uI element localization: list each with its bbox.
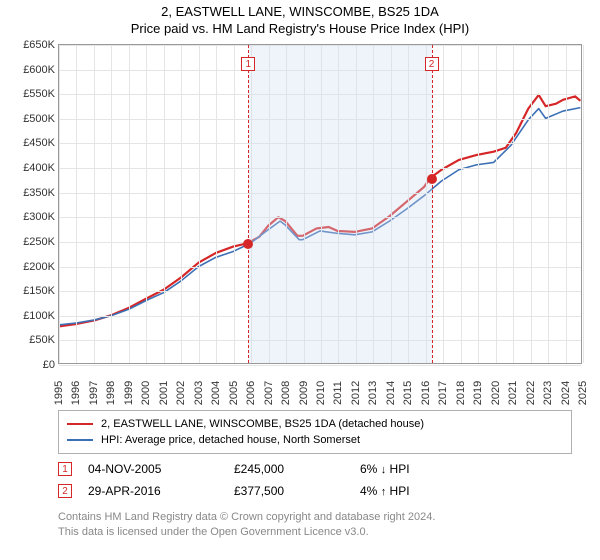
y-axis-label: £250K	[23, 236, 55, 248]
x-axis-label: 2001	[158, 381, 170, 405]
y-axis-label: £0	[43, 359, 55, 371]
legend-swatch	[67, 423, 93, 425]
x-axis-label: 2013	[367, 381, 379, 405]
y-axis-label: £600K	[23, 64, 55, 76]
sale-date: 04-NOV-2005	[88, 462, 218, 476]
x-axis-label: 2023	[542, 381, 554, 405]
sale-delta: 6% ↓ HPI	[360, 462, 470, 476]
legend-item-price-paid: 2, EASTWELL LANE, WINSCOMBE, BS25 1DA (d…	[67, 416, 563, 432]
x-axis-label: 2007	[263, 381, 275, 405]
x-axis-label: 2020	[490, 381, 502, 405]
x-axis-label: 2019	[472, 381, 484, 405]
x-axis-label: 1995	[53, 381, 65, 405]
x-axis-label: 2017	[437, 381, 449, 405]
y-axis-label: £50K	[29, 334, 55, 346]
chart: £0 £50K £100K £150K £200K £250K £300K £350K £400…	[8, 44, 592, 400]
arrow-down-icon: ↓	[381, 464, 387, 476]
x-axis-label: 1996	[70, 381, 82, 405]
y-axis-label: £450K	[23, 137, 55, 149]
sale-date: 29-APR-2016	[88, 484, 218, 498]
sales-table: 1 04-NOV-2005 £245,000 6% ↓ HPI 2 29-APR…	[58, 458, 572, 502]
legend: 2, EASTWELL LANE, WINSCOMBE, BS25 1DA (d…	[58, 410, 572, 454]
x-axis-label: 2022	[525, 381, 537, 405]
x-axis-label: 2004	[210, 381, 222, 405]
arrow-up-icon: ↑	[381, 486, 387, 498]
y-axis-label: £650K	[23, 39, 55, 51]
sale-event-line	[432, 45, 433, 363]
x-axis-label: 2003	[193, 381, 205, 405]
x-axis-label: 1997	[88, 381, 100, 405]
x-axis-label: 1998	[105, 381, 117, 405]
y-axis-label: £150K	[23, 285, 55, 297]
sale-price: £377,500	[234, 484, 344, 498]
legend-swatch	[67, 439, 93, 441]
sale-marker-box: 1	[241, 57, 255, 71]
x-axis-label: 2005	[228, 381, 240, 405]
subtitle: Price paid vs. HM Land Registry's House …	[0, 21, 600, 36]
sale-marker-icon: 1	[58, 462, 72, 476]
y-axis-label: £100K	[23, 310, 55, 322]
x-axis-label: 2021	[507, 381, 519, 405]
x-axis-label: 2016	[420, 381, 432, 405]
x-axis-label: 2024	[560, 381, 572, 405]
x-axis-label: 2011	[332, 381, 344, 405]
sale-point-icon	[427, 174, 437, 184]
x-axis-label: 2014	[385, 381, 397, 405]
x-axis-label: 2002	[175, 381, 187, 405]
table-row: 1 04-NOV-2005 £245,000 6% ↓ HPI	[58, 458, 572, 480]
legend-label: HPI: Average price, detached house, Nort…	[101, 434, 360, 446]
legend-label: 2, EASTWELL LANE, WINSCOMBE, BS25 1DA (d…	[101, 418, 424, 430]
title-block: 2, EASTWELL LANE, WINSCOMBE, BS25 1DA Pr…	[0, 0, 600, 38]
sale-price: £245,000	[234, 462, 344, 476]
y-axis-label: £200K	[23, 261, 55, 273]
sale-event-line	[248, 45, 249, 363]
address-title: 2, EASTWELL LANE, WINSCOMBE, BS25 1DA	[0, 4, 600, 19]
x-axis-label: 1999	[123, 381, 135, 405]
attribution-line: This data is licensed under the Open Gov…	[58, 525, 572, 540]
x-axis-label: 2009	[298, 381, 310, 405]
x-axis-label: 2015	[402, 381, 414, 405]
shaded-holding-period	[248, 45, 431, 363]
y-axis-label: £300K	[23, 211, 55, 223]
sale-point-icon	[243, 239, 253, 249]
table-row: 2 29-APR-2016 £377,500 4% ↑ HPI	[58, 480, 572, 502]
x-axis-label: 2025	[577, 381, 589, 405]
sale-marker-icon: 2	[58, 484, 72, 498]
y-axis-label: £500K	[23, 113, 55, 125]
x-axis-label: 2018	[455, 381, 467, 405]
attribution: Contains HM Land Registry data © Crown c…	[58, 510, 572, 540]
legend-item-hpi: HPI: Average price, detached house, Nort…	[67, 432, 563, 448]
x-axis-label: 2000	[140, 381, 152, 405]
y-axis-label: £350K	[23, 187, 55, 199]
x-axis-label: 2006	[245, 381, 257, 405]
sale-delta: 4% ↑ HPI	[360, 484, 470, 498]
x-axis-label: 2010	[315, 381, 327, 405]
y-axis-label: £400K	[23, 162, 55, 174]
sale-marker-box: 2	[425, 57, 439, 71]
plot-area: £0£50K£100K£150K£200K£250K£300K£350K£400…	[58, 44, 582, 364]
attribution-line: Contains HM Land Registry data © Crown c…	[58, 510, 572, 525]
y-axis-label: £550K	[23, 88, 55, 100]
x-axis-label: 2012	[350, 381, 362, 405]
x-axis-label: 2008	[280, 381, 292, 405]
